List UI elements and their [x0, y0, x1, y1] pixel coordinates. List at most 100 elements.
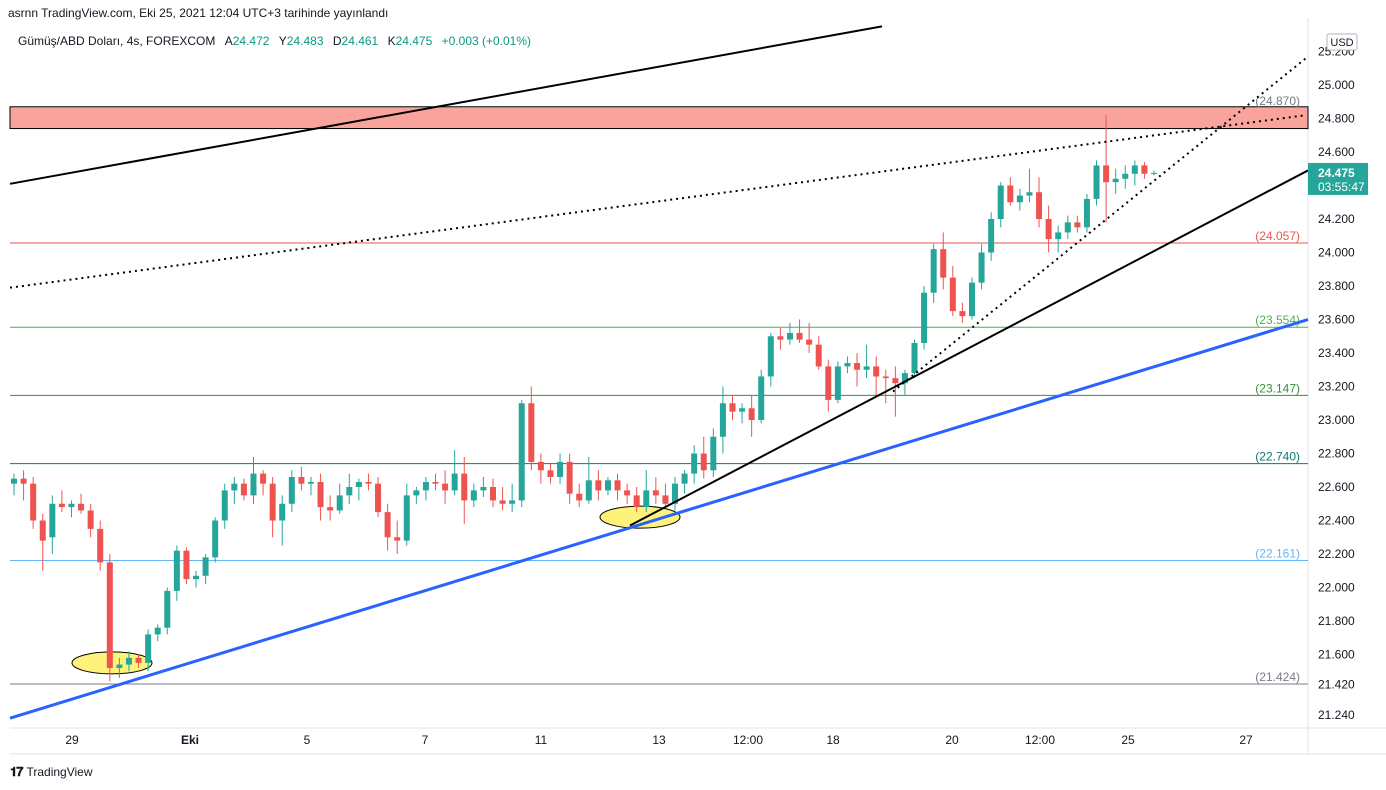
- trendlines[interactable]: [9, 25, 1309, 720]
- candle-body: [279, 503, 286, 521]
- candle: [1151, 170, 1157, 176]
- time-axis[interactable]: 29 Eki 5 7 11 13 12:00 18 20 12:00 25 27: [65, 733, 1253, 747]
- time-tick-label: Eki: [181, 733, 199, 747]
- resistance-zone-rect[interactable]: [9, 106, 1309, 130]
- close-value: 24.475: [395, 34, 433, 48]
- candle: [125, 651, 132, 672]
- highlight-ellipses[interactable]: [71, 505, 681, 675]
- candle-body: [806, 339, 813, 345]
- candle-body: [384, 512, 391, 538]
- candle-body: [30, 483, 37, 521]
- candle-body: [1016, 195, 1023, 203]
- candle: [892, 366, 899, 417]
- candle: [681, 470, 688, 494]
- candle: [1131, 160, 1138, 186]
- candle: [691, 445, 698, 484]
- candle: [1055, 225, 1062, 253]
- symbol-name[interactable]: Gümüş/ABD Doları, 4s, FOREXCOM: [18, 34, 216, 48]
- candle-body: [346, 487, 353, 496]
- trendline-dotted-long[interactable]: [9, 114, 1307, 289]
- candle: [585, 456, 592, 504]
- candle-body: [576, 493, 583, 501]
- candle: [1036, 177, 1043, 228]
- candle: [403, 483, 410, 546]
- candle: [1083, 193, 1090, 233]
- candle-body: [480, 487, 487, 491]
- time-tick-label: 20: [945, 733, 959, 747]
- candle-body: [375, 483, 382, 513]
- candle: [1007, 177, 1014, 206]
- candle-body: [988, 219, 995, 253]
- candle: [710, 428, 717, 477]
- candle-body: [1112, 178, 1119, 183]
- candle-body: [365, 481, 372, 484]
- trendline-black-support[interactable]: [629, 169, 1309, 527]
- change-value: +0.003 (+0.01%): [441, 34, 532, 48]
- candle: [930, 244, 937, 303]
- candle: [68, 500, 75, 518]
- candle-body: [1141, 165, 1148, 174]
- candle-body: [250, 473, 257, 496]
- candle-body: [585, 480, 592, 501]
- level-label: (22.740): [1255, 450, 1300, 464]
- horizontal-levels[interactable]: (24.057) (23.554) (23.147) (22.740) (22.161)…: [10, 229, 1308, 685]
- price-axis[interactable]: 25.20025.00024.80024.60024.40024.20024.0…: [1308, 33, 1368, 722]
- symbol-info: Gümüş/ABD Doları, 4s, FOREXCOM A24.472 Y…: [18, 34, 531, 48]
- candle-body: [125, 657, 132, 665]
- candle: [1026, 168, 1033, 203]
- candle-body: [470, 490, 477, 501]
- candle-body: [786, 332, 793, 340]
- candle-body: [422, 481, 429, 491]
- candle-body: [1131, 165, 1138, 174]
- candle: [662, 483, 669, 508]
- price-tick-label: 24.000: [1318, 246, 1355, 260]
- candle: [39, 513, 46, 571]
- candle-body: [173, 550, 180, 591]
- low-value: 24.461: [341, 34, 379, 48]
- candle: [566, 453, 573, 504]
- candle-body: [844, 363, 851, 367]
- candle: [1093, 160, 1100, 206]
- trendline-blue-support[interactable]: [9, 318, 1309, 720]
- candle-body: [78, 503, 85, 511]
- candle: [116, 657, 123, 678]
- candle-body: [595, 480, 602, 491]
- candle: [815, 336, 822, 370]
- candle-body: [854, 363, 861, 370]
- candle: [758, 369, 765, 424]
- candle: [288, 470, 295, 513]
- candle-body: [288, 476, 295, 504]
- trendline-dotted-steep[interactable]: [892, 55, 1309, 393]
- candle: [1064, 215, 1071, 240]
- candle-body: [949, 277, 956, 312]
- price-tick-label: 22.400: [1318, 514, 1355, 528]
- candle-body: [767, 336, 774, 377]
- candle: [355, 478, 362, 501]
- candle-body: [1122, 173, 1129, 179]
- candle: [260, 470, 267, 496]
- candle: [1045, 205, 1052, 253]
- candle: [154, 624, 161, 642]
- candle: [547, 463, 554, 484]
- candle-body: [509, 500, 516, 504]
- resistance-zone[interactable]: (24.870): [9, 94, 1309, 130]
- time-tick-label: 12:00: [1025, 733, 1055, 747]
- low-ellipse-2[interactable]: [599, 505, 681, 529]
- candle: [97, 520, 104, 571]
- tradingview-brand[interactable]: 𝟏𝟕 TradingView: [10, 764, 93, 780]
- candle-body: [499, 500, 506, 504]
- level-label: (23.554): [1255, 313, 1300, 327]
- candle: [11, 473, 17, 496]
- candle: [384, 503, 391, 551]
- candle: [719, 386, 726, 454]
- candle: [652, 476, 659, 504]
- candle-body: [1026, 192, 1033, 196]
- candle-body: [729, 403, 736, 412]
- currency-badge[interactable]: USD: [1326, 33, 1358, 51]
- candle-body: [260, 473, 267, 484]
- candle: [825, 359, 832, 412]
- trendline-black-upper-channel[interactable]: [9, 25, 883, 185]
- candle-body: [834, 366, 841, 400]
